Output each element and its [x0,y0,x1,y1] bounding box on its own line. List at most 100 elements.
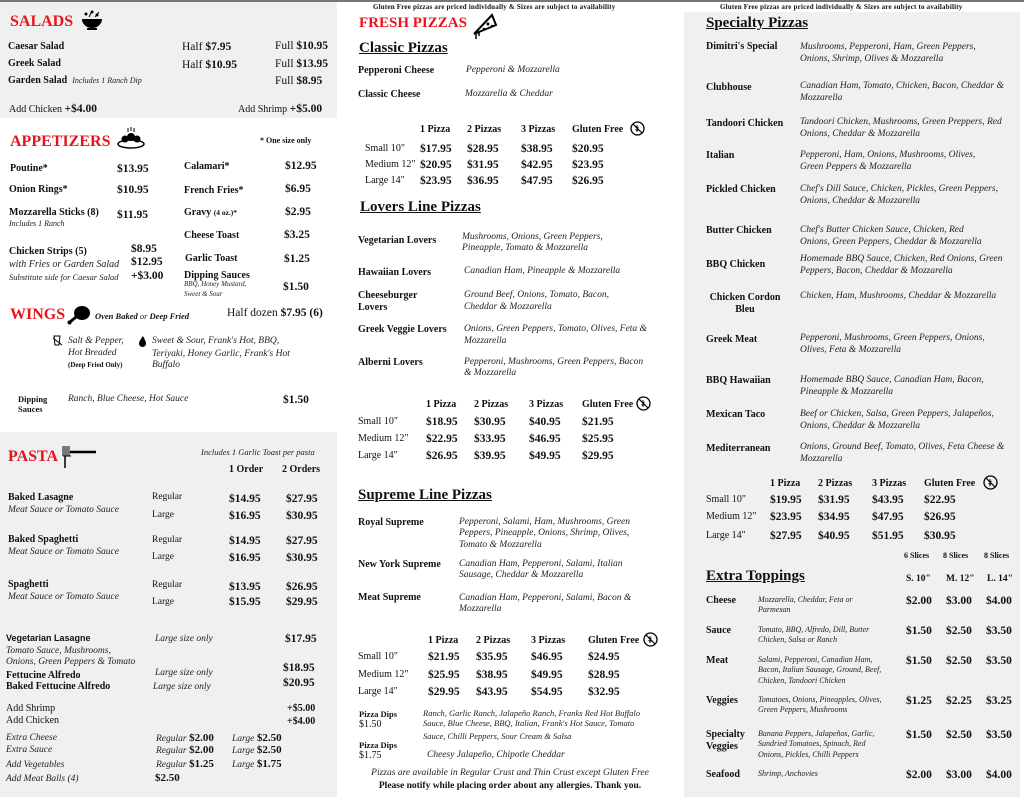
gluten-free-notice: Gluten Free pizzas are priced individual… [720,3,963,11]
pizza-price: $26.95 [572,175,604,187]
pasta-price: $16.95 [229,552,261,564]
appetizer-note: Includes 1 Ranch [9,219,65,228]
allergy-note: Please notify while placing order about … [378,781,642,791]
pizza-name: Chicken Cordon [709,292,781,303]
topping-price: $2.00 [906,595,932,607]
pizza-desc: & Mozzarella [464,368,517,378]
price-col-header: 3 Pizzas [521,124,556,135]
add-shrimp-price: +$5.00 [289,103,323,115]
topping-desc: Parmesan [758,605,791,614]
topping-desc: Chicken, Salsa or Ranch [758,635,838,644]
appetizer-name: Gravy [184,207,212,218]
add-shrimp-label: Add Shrimp [238,104,288,115]
full-price: $13.95 [296,58,329,70]
pizza-price: $36.95 [467,175,499,187]
pizza-price: $23.95 [420,175,452,187]
pizza-desc: Onions, Cheddar & Mozzarella [800,421,920,431]
pasta-note: Includes 1 Garlic Toast per pasta [201,447,315,457]
full-label: Full [275,75,294,87]
regular-price: $1.25 [189,758,214,770]
topping-desc: Salami, Pepperoni, Canadian Ham, [758,655,873,664]
pizza-desc: Tomato & Mozzarella [459,540,542,550]
crust-note: Pizzas are available in Regular Crust an… [371,768,649,778]
topping-price: $2.00 [906,769,932,781]
pizza-price: $54.95 [531,686,563,698]
pizza-price: $24.95 [588,651,620,663]
pasta-price: $15.95 [229,596,261,608]
salad-name: Greek Salad [8,58,61,69]
size-label: Medium 12" [706,511,757,522]
pizza-name: Cheeseburger [358,290,418,301]
pizza-desc: Beef or Chicken, Salsa, Green Peppers, J… [800,409,994,419]
topping-price: $3.50 [986,655,1012,667]
pizza-name: Clubhouse [706,82,752,93]
topping-name: Veggies [706,695,738,706]
large-label: Large [232,734,255,744]
pasta-size-note: Large size only [153,682,211,692]
appetizer-name: Cheese Toast [184,230,240,241]
pasta-size-note: Large size only [155,634,213,644]
appetizer-name: Poutine* [10,163,48,174]
size-label: Small 10" [358,416,398,427]
pasta-add-chicken-price: +$4.00 [287,716,316,727]
pizza-desc: Onions, Cheddar & Mozzarella [800,129,920,139]
pasta-size: Large [152,552,174,562]
topping-desc: Mozzarella, Cheddar, Feta or [758,595,853,604]
size-label: Small 10" [358,651,398,662]
wings-sauce-flavours: Buffalo [152,360,180,370]
classic-pizzas-heading: Classic Pizzas [359,40,448,56]
pizza-price: $22.95 [426,433,458,445]
pizza-name: Hawaiian Lovers [358,267,432,278]
size-label: Medium 12" [358,669,409,680]
pizza-name: Meat Supreme [358,592,421,603]
pizza-desc: Cheddar & Mozzarella [464,302,552,312]
appetizer-name: French Fries* [184,185,244,196]
fresh-pizzas-heading: FRESH PIZZAS [359,15,467,31]
appetizer-substitute-price: +$3.00 [131,270,164,282]
price-col-header: 2 Pizzas [476,635,511,646]
salads-panel [0,2,337,118]
pasta-price: $27.95 [286,535,318,547]
price-col-header: Gluten Free [582,399,634,410]
topping-name: Sauce [706,625,731,636]
pasta-size: Large [152,597,174,607]
pizza-name: Lovers [358,302,388,313]
appetizer-name: Dipping Sauces [184,270,250,281]
pizza-desc: Onions, Green Peppers, Cheddar & Mozzare… [800,237,982,247]
size-label: Medium 12" [365,159,416,170]
topping-price: $3.00 [946,595,972,607]
pizza-desc: Homemade BBQ Sauce, Chicken, Red Onions,… [800,254,1003,264]
topping-price: $1.50 [906,655,932,667]
price-col-header: Gluten Free [588,635,640,646]
size-header: L. 14" [987,574,1013,584]
pizza-slice-icon [473,13,498,39]
pizza-desc: Pepperoni, Mushrooms, Green Peppers, Bac… [464,357,644,367]
topping-desc: Sundried Tomatoes, Spinach, Red [758,739,866,748]
topping-price: $2.25 [946,695,972,707]
pizza-desc: Mushrooms, Pepperoni, Ham, Green Peppers… [800,42,976,52]
pizza-name: Dimitri's Special [706,41,778,52]
pasta-extra-name: Extra Sauce [6,745,53,755]
price-col-header: Gluten Free [572,124,624,135]
price-col-header: 3 Pizzas [529,399,564,410]
salads-heading: SALADS [10,13,74,30]
pizza-price: $32.95 [588,686,620,698]
pasta-add-shrimp: Add Shrimp [6,703,56,714]
chicken-leg-icon [67,306,90,325]
pizza-price: $18.95 [426,416,458,428]
wings-style-fried: Deep Fried [149,311,189,321]
pizza-desc: Mozzarella & Cheddar [465,89,553,99]
pizza-name: Mexican Taco [706,409,766,420]
pizza-name: New York Supreme [358,559,441,570]
price-col-header: 1 Pizza [426,399,457,410]
topping-price: $2.50 [946,729,972,741]
regular-label: Regular [156,760,187,770]
pizza-desc: Pepperoni, Mushrooms, Green Peppers, Oni… [800,333,985,343]
large-label: Large [232,760,255,770]
appetizer-name: Chicken Strips (5) [9,246,87,257]
pizza-desc: Onions, Ground Beef, Tomato, Olives, Fet… [800,442,1005,452]
appetizer-name: Mozzarella Sticks (8) [9,207,99,218]
appetizer-option-price: $12.95 [131,256,163,268]
supreme-pizzas-heading: Supreme Line Pizzas [358,487,492,503]
wings-deep-fried-note: (Deep Fried Only) [68,361,123,369]
